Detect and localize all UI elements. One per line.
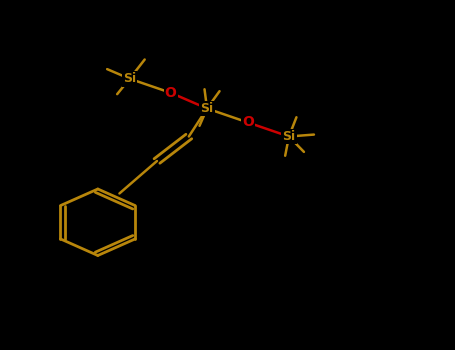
Text: Si: Si: [123, 72, 136, 85]
Text: Si: Si: [201, 102, 213, 115]
Text: Si: Si: [283, 130, 295, 143]
Text: O: O: [165, 86, 177, 100]
Text: O: O: [242, 116, 254, 130]
